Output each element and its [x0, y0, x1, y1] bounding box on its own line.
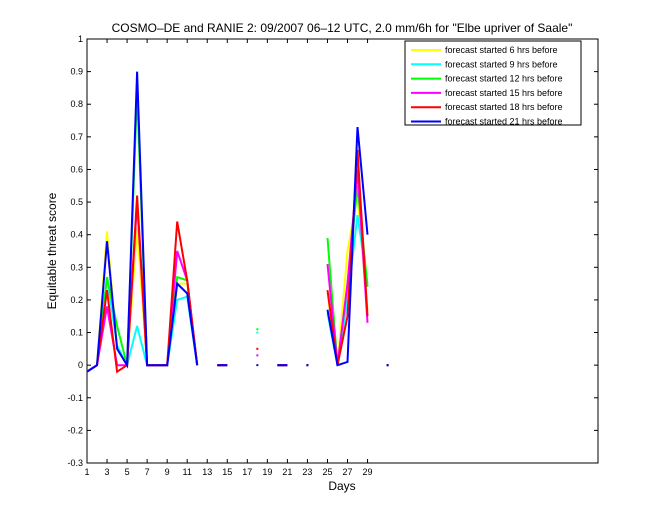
- legend-label: forecast started 6 hrs before: [445, 45, 558, 55]
- y-tick-label: 0.3: [70, 262, 83, 272]
- legend-label: forecast started 18 hrs before: [445, 102, 563, 112]
- y-tick-label: 1: [78, 34, 83, 44]
- x-tick-label: 3: [105, 467, 110, 477]
- y-tick-label: -0.3: [67, 458, 83, 468]
- x-tick-label: 5: [125, 467, 130, 477]
- y-tick-label: -0.2: [67, 425, 83, 435]
- x-tick-label: 17: [242, 467, 252, 477]
- x-tick-label: 13: [202, 467, 212, 477]
- x-tick-label: 29: [363, 467, 373, 477]
- legend-box: [404, 40, 582, 126]
- series-line: [326, 149, 369, 366]
- legend: forecast started 6 hrs before forecast st…: [404, 40, 582, 127]
- x-tick-label: 27: [343, 467, 353, 477]
- x-tick-label: 25: [322, 467, 332, 477]
- legend-label: forecast started 12 hrs before: [445, 74, 563, 84]
- y-tick-label: 0.7: [70, 132, 83, 142]
- y-axis-label: Equitable threat score: [45, 192, 59, 309]
- series-line: [86, 71, 199, 373]
- x-tick-label: 11: [183, 467, 192, 477]
- y-tick-label: 0.8: [70, 99, 83, 109]
- x-tick-label: 21: [282, 467, 292, 477]
- y-tick-label: 0.5: [70, 197, 83, 207]
- x-tick-label: 7: [145, 467, 150, 477]
- x-tick-label: 15: [222, 467, 232, 477]
- legend-label: forecast started 21 hrs before: [445, 117, 563, 127]
- series-line: [326, 127, 369, 367]
- x-tick-label: 23: [302, 467, 312, 477]
- x-tick-label: 9: [165, 467, 170, 477]
- y-tick-label: 0: [78, 360, 83, 370]
- y-tick-label: 0.6: [70, 164, 83, 174]
- legend-label: forecast started 9 hrs before: [445, 59, 558, 69]
- x-tick-label: 19: [262, 467, 272, 477]
- y-tick-label: 0.4: [70, 230, 83, 240]
- x-tick-label: 1: [84, 467, 89, 477]
- series-layer: [86, 71, 389, 374]
- y-tick-label: 0.2: [70, 295, 83, 305]
- legend-label: forecast started 15 hrs before: [445, 88, 563, 98]
- x-axis-label: Days: [328, 479, 355, 493]
- series-line: [86, 195, 199, 374]
- y-tick-label: -0.1: [67, 393, 83, 403]
- ticks-layer: 1 3 5 7 9 11 13 15 17 19 21 23 25 27 29-0.3-0.2-0.100.…: [67, 34, 598, 477]
- y-tick-label: 0.9: [70, 67, 83, 77]
- y-tick-label: 0.1: [70, 328, 83, 338]
- chart-title: COSMO–DE and RANIE 2: 09/2007 06–12 UTC,…: [112, 21, 573, 35]
